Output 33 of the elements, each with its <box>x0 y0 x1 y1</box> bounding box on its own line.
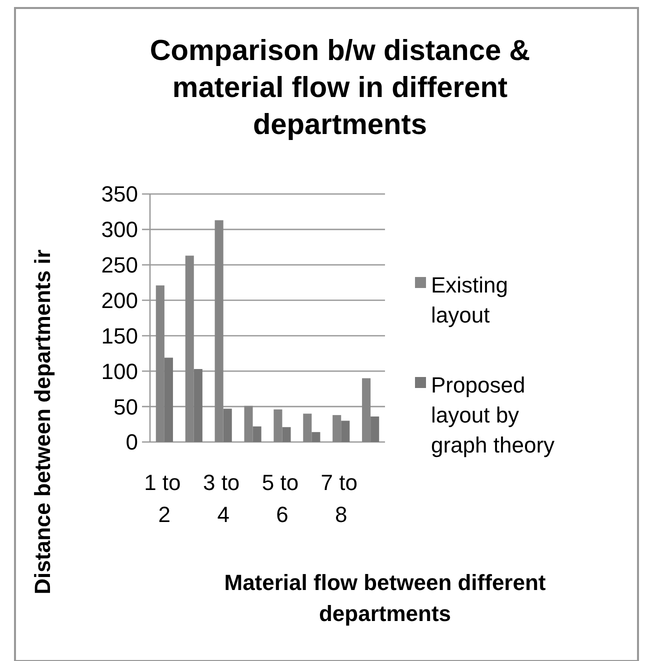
chart-title: Comparison b/w distance & material flow in different departments <box>150 35 530 141</box>
bar <box>274 409 282 442</box>
bar <box>194 369 202 442</box>
bar <box>223 408 232 442</box>
x-tick-label: 3 to 4 <box>202 470 240 527</box>
bar <box>164 358 173 442</box>
x-tick-label: 5 to 6 <box>262 470 299 527</box>
bar <box>156 285 164 442</box>
legend-label: Proposed layout by graph theory <box>431 372 555 458</box>
x-tick-label: 1 to 2 <box>144 470 181 527</box>
y-tick-label: 150 <box>101 323 138 348</box>
bar <box>282 427 291 442</box>
y-tick-label: 250 <box>101 252 138 278</box>
bar <box>341 420 350 442</box>
y-tick-label: 0 <box>126 430 138 455</box>
bar <box>362 378 371 442</box>
y-tick-label: 350 <box>101 182 138 207</box>
x-axis-title: Material flow between different departments <box>224 570 546 626</box>
legend-label: Existing layout <box>431 272 508 328</box>
y-tick-label: 100 <box>101 358 138 384</box>
y-tick-label: 200 <box>101 288 138 313</box>
bar <box>370 416 380 442</box>
y-tick-label: 50 <box>114 394 138 420</box>
bar <box>214 220 224 442</box>
bar <box>332 415 342 442</box>
bar <box>303 414 312 442</box>
bar <box>185 256 194 442</box>
bar <box>252 426 262 442</box>
y-tick-label: 300 <box>101 217 138 242</box>
x-tick-label: 7 to 8 <box>320 470 358 527</box>
bar <box>244 406 253 442</box>
y-axis-title: Distance between departments ir <box>30 249 55 594</box>
bar <box>312 432 320 442</box>
